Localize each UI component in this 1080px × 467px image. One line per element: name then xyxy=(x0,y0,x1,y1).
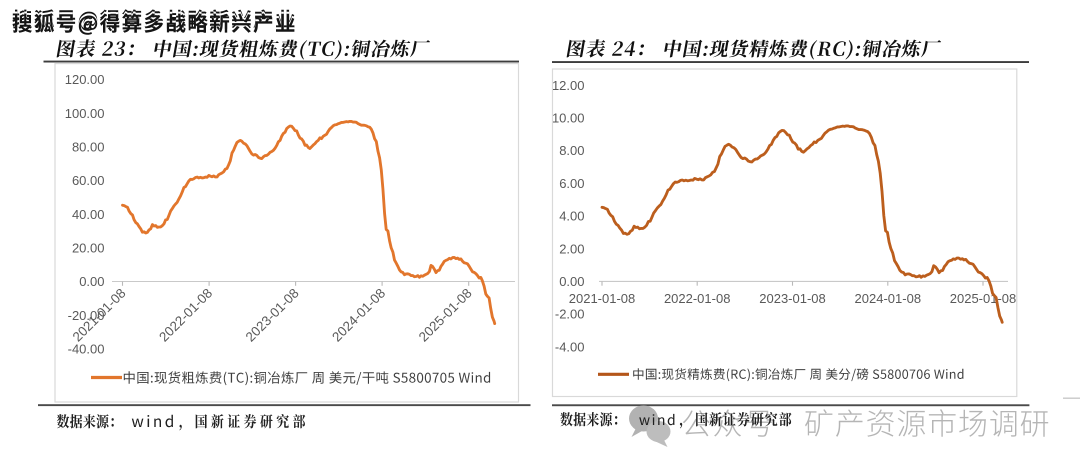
svg-text:2025-01-08: 2025-01-08 xyxy=(950,291,1017,306)
svg-text:20.00: 20.00 xyxy=(72,240,105,255)
svg-text:2024-01-08: 2024-01-08 xyxy=(855,291,922,306)
svg-text:2.00: 2.00 xyxy=(559,241,584,256)
svg-text:2023-01-08: 2023-01-08 xyxy=(759,291,826,306)
svg-text:-40.00: -40.00 xyxy=(68,341,105,356)
svg-text:0.00: 0.00 xyxy=(559,274,584,289)
svg-text:2022-01-08: 2022-01-08 xyxy=(664,291,731,306)
svg-text:40.00: 40.00 xyxy=(72,207,105,222)
svg-text:0.00: 0.00 xyxy=(79,274,104,289)
svg-text:4.00: 4.00 xyxy=(559,209,584,224)
svg-text:8.00: 8.00 xyxy=(559,143,584,158)
svg-text:100.00: 100.00 xyxy=(65,106,105,121)
svg-text:80.00: 80.00 xyxy=(72,139,105,154)
svg-text:-2.00: -2.00 xyxy=(555,307,585,322)
svg-text:2021-01-08: 2021-01-08 xyxy=(569,291,636,306)
svg-text:6.00: 6.00 xyxy=(559,176,584,191)
svg-text:60.00: 60.00 xyxy=(72,173,105,188)
svg-text:10.00: 10.00 xyxy=(552,111,585,126)
svg-text:-20.00: -20.00 xyxy=(68,308,105,323)
svg-text:12.00: 12.00 xyxy=(552,78,585,93)
svg-text:-4.00: -4.00 xyxy=(555,339,585,354)
svg-text:120.00: 120.00 xyxy=(65,72,105,87)
